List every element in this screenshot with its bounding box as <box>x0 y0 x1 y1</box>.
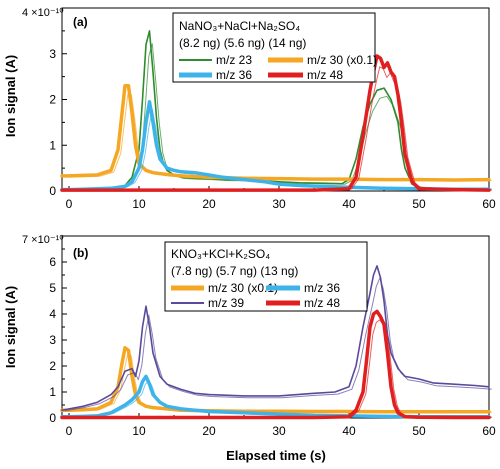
legend-label-b-mz30: m/z 30 (x0.1) <box>208 281 278 295</box>
x-tick-label: 30 <box>272 424 286 438</box>
y-tick-label: 3 <box>49 47 56 61</box>
panel-b-y-axis-title: Ion signal (A) <box>3 286 18 368</box>
panel-b: 7 ×10⁻¹⁰ (b) 0 1 2 3 4 5 6 0 10 20 30 40 50 60 Ion s… <box>3 234 496 463</box>
y-tick-label: 4 <box>49 307 56 321</box>
panel-b-y-axis: 0 1 2 3 4 5 6 <box>49 248 67 425</box>
legend-label-b-mz36: m/z 36 <box>304 281 340 295</box>
series-line-b-0 <box>60 346 491 414</box>
series-line-b-2 <box>61 265 490 411</box>
y-tick-label: 0 <box>49 411 56 425</box>
y-tick-label: 5 <box>49 281 56 295</box>
y-tick-label: 3 <box>49 333 56 347</box>
panel-b-legend-box <box>164 241 368 312</box>
x-tick-label: 10 <box>132 424 146 438</box>
x-tick-label: 60 <box>482 424 496 438</box>
legend-label-b-mz48: m/z 48 <box>304 296 340 310</box>
panel-b-legend-title: KNO₃+KCl+K₂SO₄ <box>171 247 270 261</box>
x-tick-label: 10 <box>132 197 146 211</box>
x-tick-label: 30 <box>272 197 286 211</box>
panel-b-exponent-label: 7 ×10⁻¹⁰ <box>22 234 64 246</box>
panel-a-legend-title: NaNO₃+NaCl+Na₂SO₄ <box>179 19 300 33</box>
y-tick-label: 2 <box>49 93 56 107</box>
y-tick-label: 1 <box>49 385 56 399</box>
panel-b-label: (b) <box>73 246 88 260</box>
y-tick-label: 2 <box>49 359 56 373</box>
y-tick-label: 1 <box>49 138 56 152</box>
panel-b-series <box>60 265 492 420</box>
legend-label-a-mz30: m/z 30 (x0.1) <box>307 53 377 67</box>
panel-a-legend: NaNO₃+NaCl+Na₂SO₄ (8.2 ng) (5.6 ng) (14 … <box>172 12 377 83</box>
panel-b-legend-amounts: (7.8 ng) (5.7 ng) (13 ng) <box>171 264 298 278</box>
y-tick-label: 0 <box>49 184 56 198</box>
panel-a: 4 ×10⁻¹⁰ (a) 0 1 2 3 0 10 20 30 40 50 60 Ion sign… <box>3 7 496 211</box>
series-line-a-1 <box>60 84 491 182</box>
panel-a-legend-box <box>172 12 376 83</box>
legend-label-b-mz39: m/z 39 <box>208 296 244 310</box>
x-tick-label: 20 <box>202 424 216 438</box>
x-tick-label: 40 <box>342 424 356 438</box>
panel-b-legend: KNO₃+KCl+K₂SO₄ (7.8 ng) (5.7 ng) (13 ng)… <box>164 241 368 312</box>
panel-a-exponent-label: 4 ×10⁻¹⁰ <box>22 7 64 19</box>
x-tick-label: 50 <box>412 197 426 211</box>
x-tick-label: 40 <box>342 197 356 211</box>
panel-a-y-axis-title: Ion signal (A) <box>3 55 18 137</box>
panel-a-y-axis: 0 1 2 3 <box>49 30 67 198</box>
x-tick-label: 0 <box>66 197 73 211</box>
panel-a-label: (a) <box>73 15 88 29</box>
legend-label-a-mz23: m/z 23 <box>216 53 252 67</box>
series-line-a-2 <box>60 100 491 192</box>
x-axis-title: Elapsed time (s) <box>226 448 326 463</box>
y-tick-label: 6 <box>49 255 56 269</box>
x-tick-label: 20 <box>202 197 216 211</box>
legend-label-a-mz36: m/z 36 <box>216 68 252 82</box>
legend-label-a-mz48: m/z 48 <box>307 68 343 82</box>
x-tick-label: 0 <box>66 424 73 438</box>
panel-a-legend-amounts: (8.2 ng) (5.6 ng) (14 ng) <box>179 36 306 50</box>
x-tick-label: 60 <box>482 197 496 211</box>
series-line-b-3 <box>60 309 491 420</box>
series-replicate-line-a-1 <box>64 93 492 182</box>
x-tick-label: 50 <box>412 424 426 438</box>
